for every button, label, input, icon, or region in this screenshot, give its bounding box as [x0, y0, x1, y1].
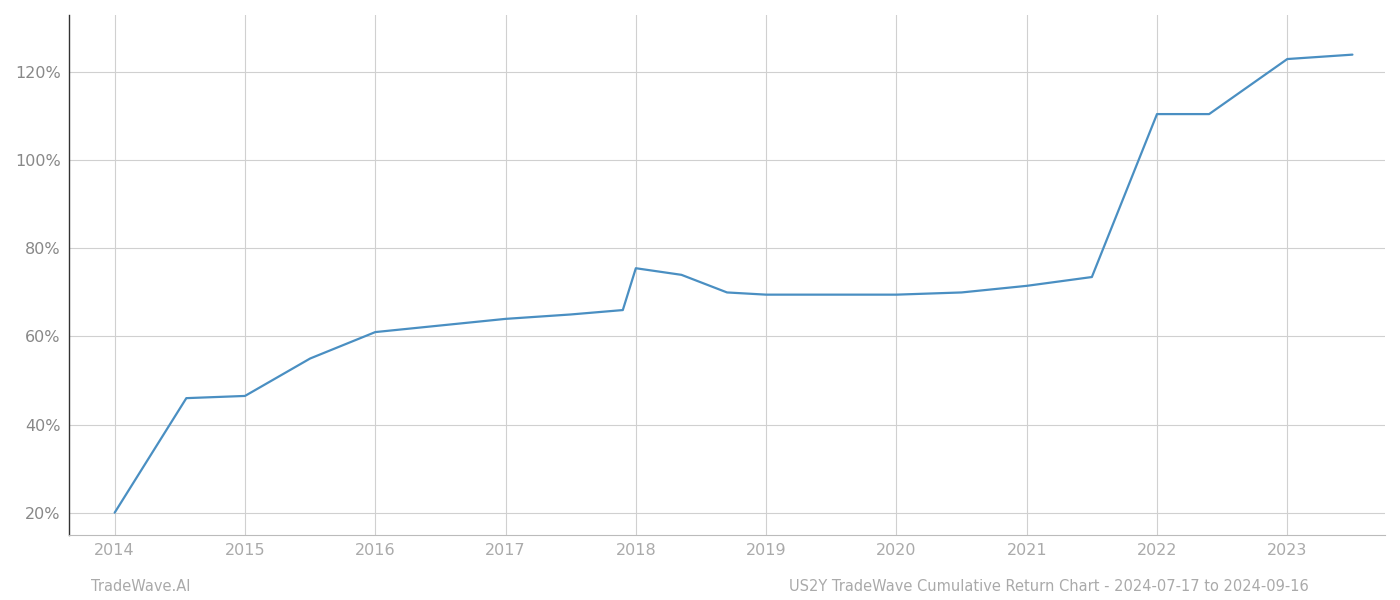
Text: TradeWave.AI: TradeWave.AI	[91, 579, 190, 594]
Text: US2Y TradeWave Cumulative Return Chart - 2024-07-17 to 2024-09-16: US2Y TradeWave Cumulative Return Chart -…	[790, 579, 1309, 594]
